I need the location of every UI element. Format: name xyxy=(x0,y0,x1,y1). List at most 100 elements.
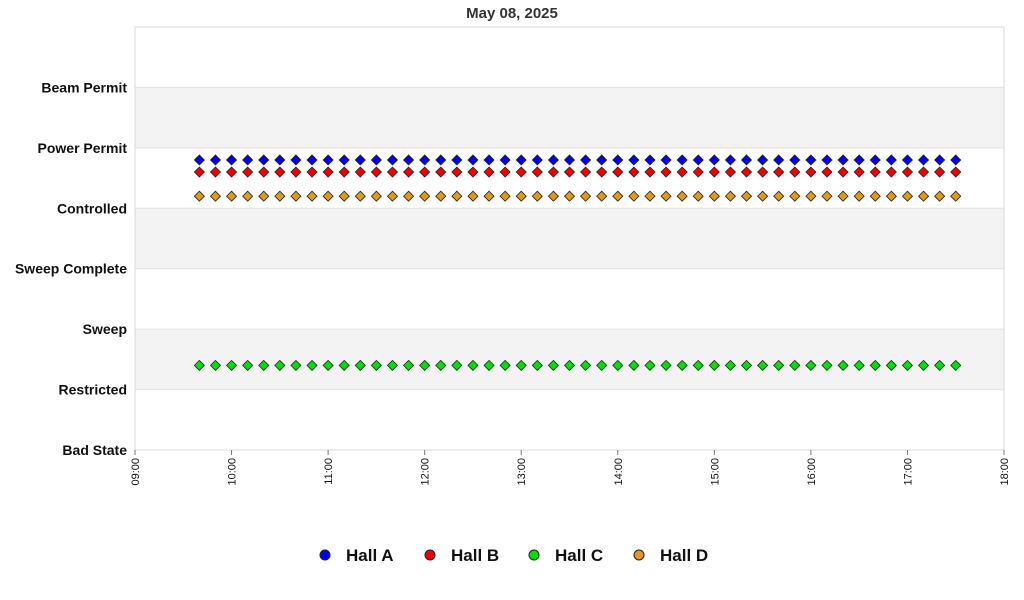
y-axis-label: Beam Permit xyxy=(41,79,127,95)
data-point xyxy=(612,154,624,166)
data-point xyxy=(274,166,286,178)
data-point xyxy=(338,154,350,166)
data-point xyxy=(290,166,302,178)
data-point xyxy=(515,154,527,166)
data-point xyxy=(596,190,608,202)
data-point xyxy=(805,166,817,178)
legend-label: Hall D xyxy=(660,546,708,565)
data-point xyxy=(499,166,511,178)
data-point xyxy=(837,190,849,202)
legend-label: Hall B xyxy=(451,546,499,565)
legend-marker xyxy=(319,549,331,561)
data-point xyxy=(740,154,753,166)
data-point xyxy=(306,166,318,178)
data-point xyxy=(274,154,286,166)
data-point xyxy=(757,190,769,202)
data-point xyxy=(740,166,753,178)
plot-band xyxy=(135,389,1004,450)
data-points xyxy=(193,154,962,371)
data-point xyxy=(789,166,801,178)
data-point xyxy=(435,166,447,178)
plot-band xyxy=(135,329,1004,390)
data-point xyxy=(869,190,881,202)
data-point xyxy=(885,190,897,202)
data-point xyxy=(354,359,366,371)
data-point xyxy=(435,154,447,166)
data-point xyxy=(885,359,897,371)
data-point xyxy=(242,166,254,178)
y-axis-label: Sweep xyxy=(83,321,127,337)
data-point xyxy=(419,190,431,202)
data-point xyxy=(322,166,334,178)
data-point xyxy=(451,154,463,166)
data-point xyxy=(821,190,833,202)
data-point xyxy=(242,154,254,166)
data-point xyxy=(483,359,495,371)
plot-band xyxy=(135,27,1004,88)
data-point xyxy=(773,190,785,202)
data-point xyxy=(805,359,817,371)
data-point xyxy=(258,190,270,202)
data-point xyxy=(193,359,205,371)
data-point xyxy=(515,359,527,371)
data-point xyxy=(660,166,672,178)
data-point xyxy=(370,190,382,202)
plot-background xyxy=(135,27,1004,450)
data-point xyxy=(950,190,962,202)
data-point xyxy=(869,166,881,178)
data-point xyxy=(869,359,881,371)
data-point xyxy=(789,154,801,166)
data-point xyxy=(644,190,656,202)
data-point xyxy=(338,359,350,371)
data-point xyxy=(193,154,205,166)
data-point xyxy=(531,166,543,178)
data-point xyxy=(467,359,479,371)
data-point xyxy=(386,190,399,202)
data-point xyxy=(483,166,495,178)
data-point xyxy=(483,154,495,166)
data-point xyxy=(676,154,688,166)
data-point xyxy=(193,190,205,202)
data-point xyxy=(773,359,785,371)
data-point xyxy=(869,154,881,166)
data-point xyxy=(225,154,238,166)
data-point xyxy=(917,166,930,178)
data-point xyxy=(370,359,382,371)
legend-label: Hall A xyxy=(346,546,394,565)
data-point xyxy=(242,190,254,202)
data-point xyxy=(708,359,720,371)
data-point xyxy=(934,154,946,166)
data-point xyxy=(628,190,640,202)
data-point xyxy=(531,190,543,202)
data-point xyxy=(580,359,592,371)
series-hall-d xyxy=(193,190,962,202)
data-point xyxy=(451,190,463,202)
data-point xyxy=(901,154,914,166)
data-point xyxy=(338,166,350,178)
data-point xyxy=(853,359,865,371)
data-point xyxy=(757,359,769,371)
data-point xyxy=(885,154,897,166)
data-point xyxy=(290,154,302,166)
data-point xyxy=(740,190,753,202)
data-point xyxy=(563,154,576,166)
data-point xyxy=(789,359,801,371)
x-tick-label: 09:00 xyxy=(130,458,142,486)
data-point xyxy=(692,190,704,202)
y-axis-label: Power Permit xyxy=(38,140,128,156)
data-point xyxy=(676,190,688,202)
data-point xyxy=(917,359,930,371)
data-point xyxy=(644,154,656,166)
data-point xyxy=(757,166,769,178)
data-point xyxy=(515,190,527,202)
data-point xyxy=(773,154,785,166)
data-point xyxy=(837,359,849,371)
data-point xyxy=(403,154,415,166)
data-point xyxy=(692,154,704,166)
x-axis-ticks: 09:00 10:00 11:00 12:00 13:00 14:00 15:00 16:00… xyxy=(130,450,1011,486)
data-point xyxy=(644,359,656,371)
data-point xyxy=(547,154,559,166)
data-point xyxy=(306,154,318,166)
data-point xyxy=(547,166,559,178)
data-point xyxy=(306,359,318,371)
